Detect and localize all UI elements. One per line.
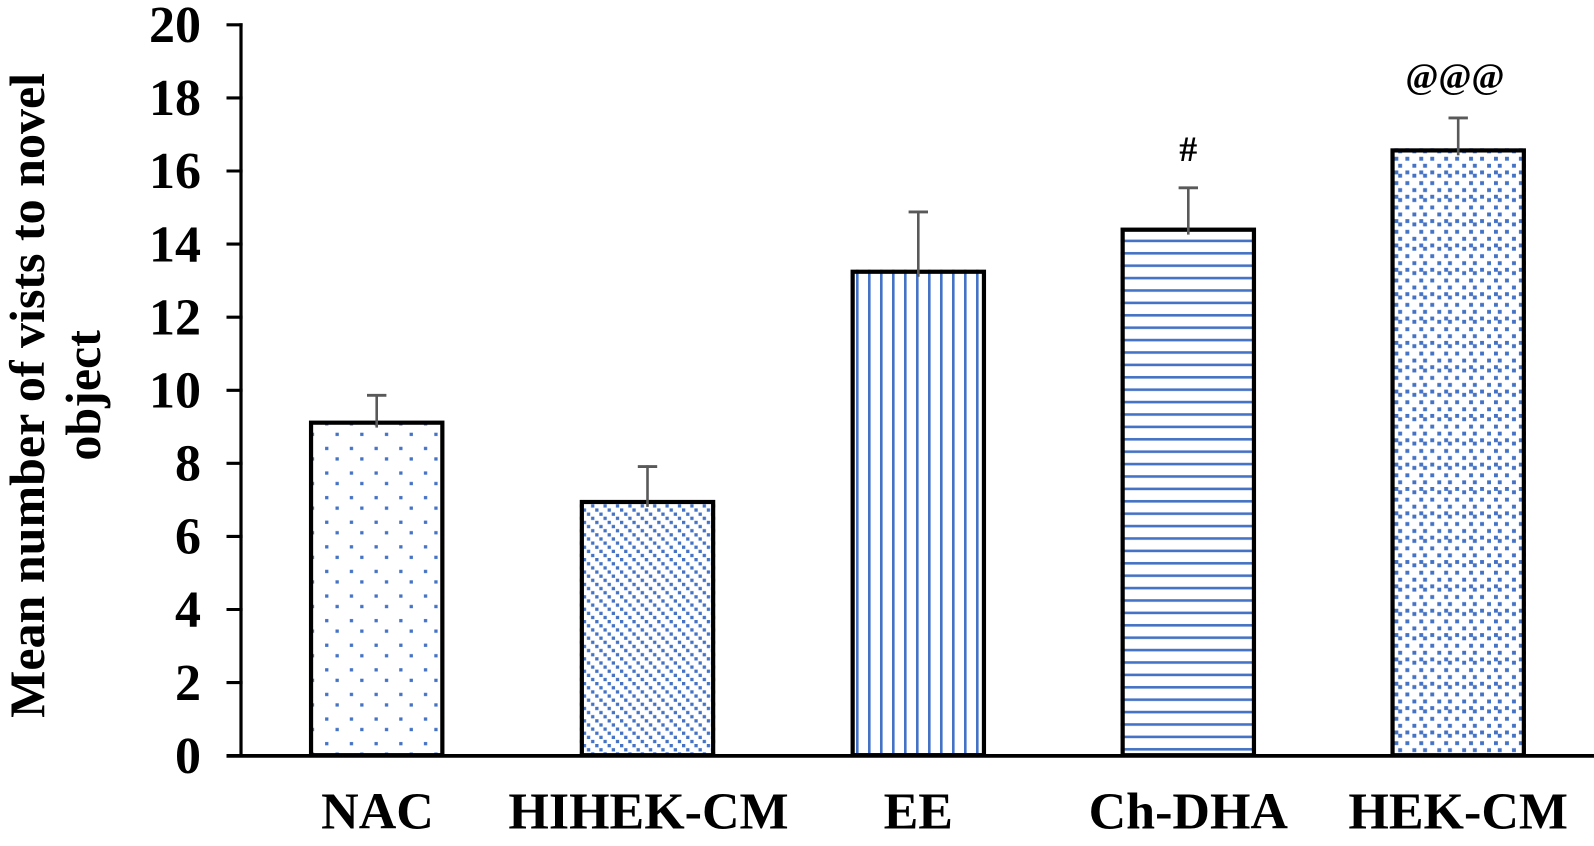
svg-text:20: 20 [149,0,201,54]
svg-text:@@@: @@@ [1405,56,1504,96]
svg-text:4: 4 [175,582,201,639]
svg-text:HIHEK-CM: HIHEK-CM [508,784,788,841]
svg-text:NAC: NAC [321,784,434,841]
svg-text:6: 6 [175,509,201,566]
svg-text:0: 0 [175,728,201,785]
svg-text:object: object [55,330,111,461]
svg-text:EE: EE [884,784,953,841]
svg-text:8: 8 [175,436,201,493]
svg-text:18: 18 [149,70,201,127]
svg-text:2: 2 [175,655,201,712]
svg-text:12: 12 [149,289,201,346]
svg-text:14: 14 [149,216,201,273]
svg-text:#: # [1179,129,1197,169]
svg-text:Mean number of vists to novel: Mean number of vists to novel [0,73,55,718]
svg-text:10: 10 [149,363,201,420]
svg-text:Ch-DHA: Ch-DHA [1089,784,1289,841]
svg-text:HEK-CM: HEK-CM [1348,784,1568,841]
svg-text:16: 16 [149,143,201,200]
